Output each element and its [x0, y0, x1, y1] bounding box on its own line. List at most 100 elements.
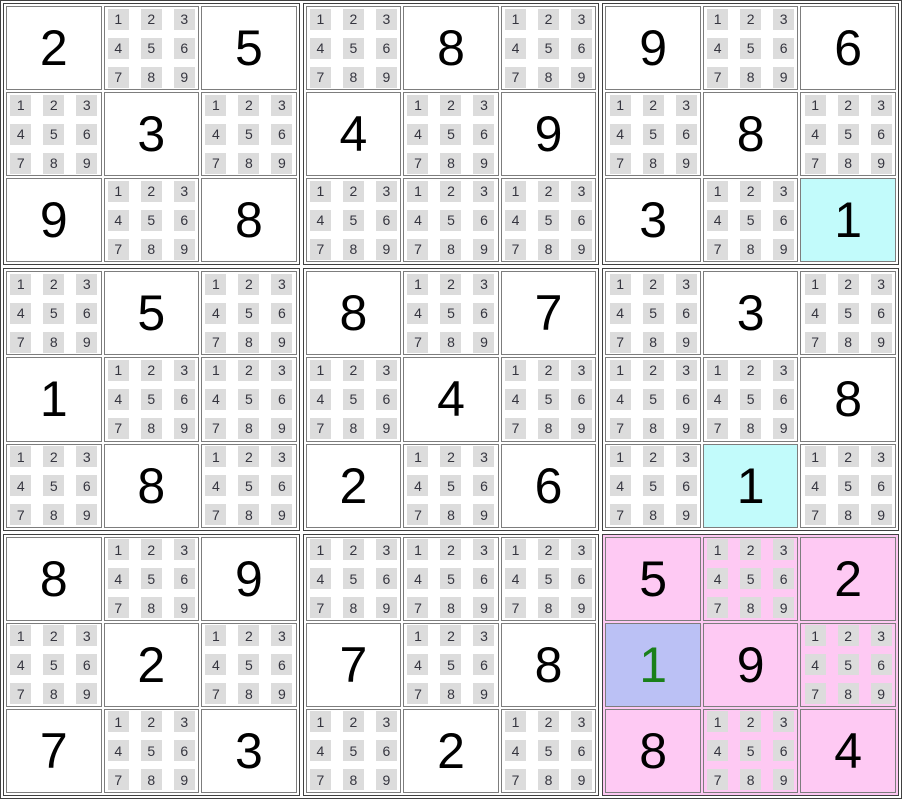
candidate-1[interactable]: 1 [205, 273, 227, 295]
candidate-8[interactable]: 8 [740, 417, 762, 439]
cell-r3c7[interactable]: 3 [605, 178, 701, 263]
candidate-4[interactable]: 4 [10, 123, 32, 145]
candidate-2[interactable]: 2 [440, 446, 462, 468]
candidate-6[interactable]: 6 [76, 654, 98, 676]
candidate-5[interactable]: 5 [440, 475, 462, 497]
candidate-4[interactable]: 4 [10, 654, 32, 676]
candidate-5[interactable]: 5 [43, 475, 65, 497]
candidate-2[interactable]: 2 [538, 8, 560, 30]
candidate-7[interactable]: 7 [707, 238, 729, 260]
cell-r8c2[interactable]: 2 [103, 622, 200, 707]
candidate-8[interactable]: 8 [642, 417, 664, 439]
candidate-7[interactable]: 7 [205, 417, 227, 439]
candidate-4[interactable]: 4 [407, 654, 429, 676]
candidate-8[interactable]: 8 [538, 769, 560, 791]
candidate-5[interactable]: 5 [238, 123, 260, 145]
candidate-1[interactable]: 1 [309, 539, 331, 561]
candidate-7[interactable]: 7 [205, 683, 227, 705]
candidate-2[interactable]: 2 [140, 180, 162, 202]
candidate-5[interactable]: 5 [140, 740, 162, 762]
candidate-7[interactable]: 7 [205, 331, 227, 353]
candidate-6[interactable]: 6 [375, 568, 397, 590]
cell-r2c4[interactable]: 4 [305, 92, 402, 177]
candidate-1[interactable]: 1 [205, 94, 227, 116]
candidate-1[interactable]: 1 [107, 711, 129, 733]
candidate-8[interactable]: 8 [440, 152, 462, 174]
candidate-7[interactable]: 7 [609, 504, 631, 526]
candidate-6[interactable]: 6 [173, 388, 195, 410]
candidate-9[interactable]: 9 [675, 152, 697, 174]
candidate-8[interactable]: 8 [342, 769, 364, 791]
candidate-2[interactable]: 2 [740, 359, 762, 381]
candidate-4[interactable]: 4 [609, 302, 631, 324]
candidate-2[interactable]: 2 [342, 8, 364, 30]
cell-r3c9[interactable]: 1 [800, 178, 896, 263]
candidate-8[interactable]: 8 [538, 417, 560, 439]
candidate-7[interactable]: 7 [309, 238, 331, 260]
candidate-6[interactable]: 6 [571, 568, 593, 590]
candidate-4[interactable]: 4 [107, 209, 129, 231]
candidate-5[interactable]: 5 [837, 123, 859, 145]
candidate-1[interactable]: 1 [707, 359, 729, 381]
candidate-2[interactable]: 2 [837, 625, 859, 647]
candidate-8[interactable]: 8 [238, 683, 260, 705]
candidate-7[interactable]: 7 [804, 683, 826, 705]
candidate-4[interactable]: 4 [707, 37, 729, 59]
cell-r8c8[interactable]: 9 [702, 622, 799, 707]
candidate-3[interactable]: 3 [473, 273, 495, 295]
candidate-6[interactable]: 6 [870, 302, 892, 324]
candidate-7[interactable]: 7 [407, 152, 429, 174]
candidate-5[interactable]: 5 [740, 209, 762, 231]
candidate-9[interactable]: 9 [773, 66, 795, 88]
candidate-8[interactable]: 8 [140, 238, 162, 260]
candidate-4[interactable]: 4 [407, 123, 429, 145]
cell-r9c7[interactable]: 8 [605, 708, 701, 793]
candidate-2[interactable]: 2 [43, 446, 65, 468]
cell-r5c9[interactable]: 8 [800, 357, 896, 442]
candidate-7[interactable]: 7 [609, 331, 631, 353]
candidate-7[interactable]: 7 [205, 504, 227, 526]
candidate-8[interactable]: 8 [740, 66, 762, 88]
candidate-2[interactable]: 2 [140, 8, 162, 30]
candidate-8[interactable]: 8 [43, 152, 65, 174]
candidate-5[interactable]: 5 [740, 388, 762, 410]
candidate-1[interactable]: 1 [609, 359, 631, 381]
candidate-3[interactable]: 3 [271, 359, 293, 381]
candidate-4[interactable]: 4 [205, 475, 227, 497]
candidate-9[interactable]: 9 [773, 597, 795, 619]
candidate-3[interactable]: 3 [571, 359, 593, 381]
candidate-7[interactable]: 7 [707, 769, 729, 791]
candidate-2[interactable]: 2 [642, 359, 664, 381]
candidate-5[interactable]: 5 [238, 302, 260, 324]
candidate-9[interactable]: 9 [375, 769, 397, 791]
candidate-2[interactable]: 2 [342, 711, 364, 733]
candidate-7[interactable]: 7 [407, 238, 429, 260]
candidate-8[interactable]: 8 [440, 504, 462, 526]
candidate-3[interactable]: 3 [375, 539, 397, 561]
candidate-2[interactable]: 2 [140, 711, 162, 733]
candidate-4[interactable]: 4 [205, 388, 227, 410]
candidate-3[interactable]: 3 [173, 8, 195, 30]
candidate-5[interactable]: 5 [140, 568, 162, 590]
candidate-9[interactable]: 9 [76, 683, 98, 705]
candidate-7[interactable]: 7 [10, 331, 32, 353]
candidate-7[interactable]: 7 [804, 331, 826, 353]
candidate-4[interactable]: 4 [309, 388, 331, 410]
candidate-9[interactable]: 9 [773, 769, 795, 791]
cell-r3c1[interactable]: 9 [6, 178, 102, 263]
candidate-1[interactable]: 1 [107, 180, 129, 202]
candidate-1[interactable]: 1 [407, 446, 429, 468]
candidate-3[interactable]: 3 [271, 94, 293, 116]
candidate-1[interactable]: 1 [205, 359, 227, 381]
candidate-2[interactable]: 2 [837, 446, 859, 468]
